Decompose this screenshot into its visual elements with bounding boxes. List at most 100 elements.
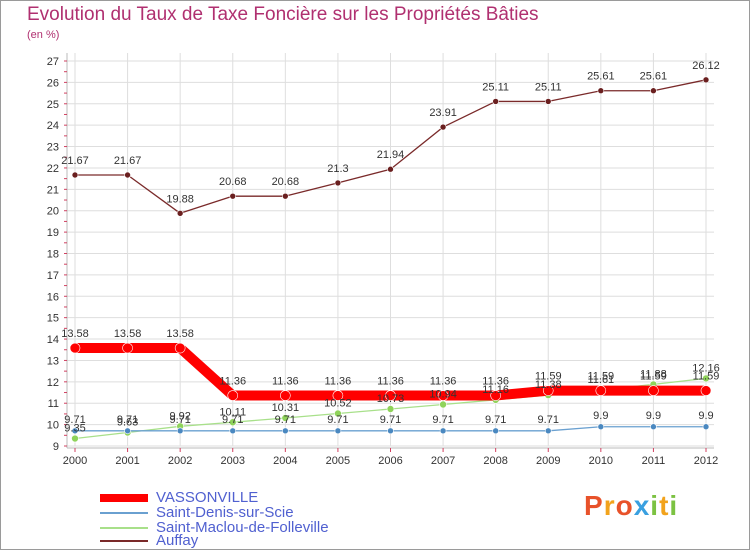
legend-label: Saint-Maclou-de-Folleville <box>156 519 329 536</box>
x-tick-label: 2012 <box>694 455 718 467</box>
data-label: 11.38 <box>535 379 562 391</box>
data-label: 11.59 <box>640 371 667 383</box>
data-point <box>439 123 447 131</box>
data-label: 11.59 <box>535 371 562 383</box>
data-point <box>386 405 395 413</box>
data-point <box>122 342 133 354</box>
data-label: 25.11 <box>535 81 562 93</box>
data-point <box>71 434 79 443</box>
brand-logo: Proxiti <box>584 490 678 522</box>
y-tick-label: 14 <box>47 334 59 346</box>
data-label: 9.71 <box>380 414 401 426</box>
data-label: 9.9 <box>593 410 608 422</box>
data-label: 9.71 <box>538 414 559 426</box>
brand-letter: x <box>633 490 651 521</box>
data-point <box>702 76 710 84</box>
y-tick-label: 10 <box>47 420 59 432</box>
data-label: 11.36 <box>272 376 299 388</box>
data-label: 13.58 <box>114 328 142 340</box>
data-label: 11.61 <box>587 374 614 386</box>
data-label: 11.36 <box>482 376 509 388</box>
data-label: 9.63 <box>117 417 138 429</box>
legend-swatch <box>100 494 148 502</box>
data-label: 9.71 <box>485 414 506 426</box>
legend-item-auffay: Auffay <box>100 532 360 549</box>
legend-swatch <box>100 512 148 514</box>
legend-item-saint-maclou: Saint-Maclou-de-Folleville <box>100 519 360 536</box>
x-tick-label: 2004 <box>273 455 297 467</box>
x-tick-label: 2007 <box>431 455 455 467</box>
data-point <box>439 427 447 435</box>
data-point <box>650 87 657 95</box>
data-label: 11.36 <box>430 376 457 388</box>
y-tick-label: 13 <box>47 355 59 367</box>
data-label: 21.94 <box>377 149 405 161</box>
data-point <box>597 87 605 95</box>
y-tick-label: 9 <box>53 441 59 453</box>
data-point <box>227 390 239 401</box>
data-label: 9.92 <box>169 410 190 422</box>
data-point <box>229 192 237 200</box>
legend-swatch <box>100 540 148 542</box>
y-tick-label: 20 <box>47 206 59 218</box>
legend-item-saint-denis: Saint-Denis-sur-Scie <box>100 504 360 521</box>
y-tick-label: 26 <box>47 77 59 89</box>
data-point <box>332 390 344 401</box>
data-label: 21.3 <box>327 163 348 175</box>
data-point <box>282 427 289 435</box>
data-point <box>334 427 342 435</box>
data-label: 25.61 <box>587 71 615 83</box>
data-point <box>334 179 342 187</box>
data-point <box>385 390 396 401</box>
data-label: 10.94 <box>429 389 457 401</box>
brand-letter: r <box>603 490 616 521</box>
chart-title: Evolution du Taux de Taxe Foncière sur l… <box>27 4 539 25</box>
data-point <box>700 385 712 396</box>
data-label: 25.61 <box>640 71 668 83</box>
data-label: 11.88 <box>640 368 667 380</box>
data-point <box>71 171 79 179</box>
data-label: 10.73 <box>377 393 405 405</box>
data-label: 20.68 <box>272 176 300 188</box>
data-point <box>542 385 554 396</box>
y-tick-label: 18 <box>47 249 59 261</box>
data-point <box>595 385 607 396</box>
data-point <box>702 423 710 431</box>
data-label: 9.35 <box>64 423 85 435</box>
x-tick-label: 2000 <box>63 455 87 467</box>
data-point <box>597 423 605 431</box>
x-tick-label: 2001 <box>115 455 139 467</box>
data-label: 12.16 <box>692 362 720 374</box>
data-label: 9.9 <box>646 410 661 422</box>
y-tick-label: 11 <box>48 398 59 410</box>
data-label: 13.58 <box>61 328 89 340</box>
y-tick-label: 16 <box>47 291 59 303</box>
y-tick-label: 23 <box>47 142 59 154</box>
data-label: 9.71 <box>64 414 85 426</box>
data-point <box>282 192 289 200</box>
data-label: 21.67 <box>61 155 89 167</box>
y-tick-label: 27 <box>47 56 59 68</box>
data-label: 9.71 <box>327 414 348 426</box>
brand-letter: P <box>584 490 604 521</box>
y-tick-label: 15 <box>47 313 59 325</box>
legend-label: Auffay <box>156 532 199 549</box>
data-point <box>69 342 81 354</box>
x-tick-label: 2005 <box>326 455 350 467</box>
data-label: 9.71 <box>117 414 138 426</box>
data-point <box>174 342 186 354</box>
data-label: 11.59 <box>693 371 720 383</box>
data-label: 23.91 <box>429 107 457 119</box>
data-point <box>492 98 499 105</box>
axes-group: 9 10 11 12 13 14 15 16 17 18 19 20 21 22 23 24 25 26 27 200… <box>47 53 718 467</box>
brand-letter: t <box>659 490 670 521</box>
data-point <box>176 209 184 217</box>
brand-letter: i <box>669 490 679 521</box>
data-point <box>228 418 237 427</box>
x-tick-label: 2006 <box>378 455 402 467</box>
data-label: 9.71 <box>222 414 243 426</box>
data-point <box>437 390 449 401</box>
data-point <box>490 390 501 401</box>
data-point <box>124 427 131 435</box>
